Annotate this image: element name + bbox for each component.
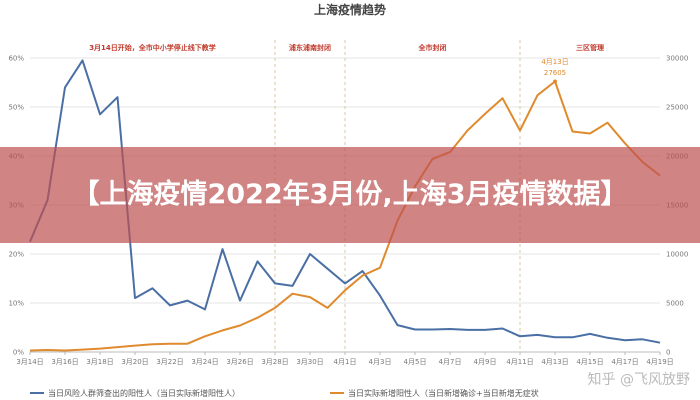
- x-tick-label: 3月20日: [121, 358, 148, 366]
- legend-label-1: 当日风险人群筛查出的阳性人（当日实际新增阳性人）: [48, 388, 240, 398]
- phase-label: 全市封闭: [418, 43, 447, 52]
- y-left-tick-label: 0%: [13, 349, 24, 357]
- y-right-tick-label: 10000: [666, 251, 688, 259]
- y-left-tick-label: 20%: [8, 251, 24, 259]
- series-line-1: [29, 59, 661, 344]
- annotation-label: 27605: [544, 69, 566, 77]
- x-tick-label: 4月9日: [474, 358, 497, 366]
- x-tick-label: 4月11日: [506, 358, 533, 366]
- x-tick-label: 4月3日: [369, 358, 392, 366]
- banner-title: 【上海疫情2022年3月份,上海3月疫情数据】: [72, 179, 628, 210]
- y-right-tick-label: 30000: [666, 55, 688, 63]
- y-right-tick-label: 25000: [666, 104, 688, 112]
- annotation-point: [553, 79, 557, 84]
- y-right-tick-label: 5000: [666, 300, 684, 308]
- y-left-tick-label: 60%: [8, 55, 24, 63]
- x-tick-label: 4月19日: [646, 358, 673, 366]
- x-tick-label: 4月5日: [404, 358, 427, 366]
- legend-label-2: 当日实际新增阳性人（当日新增确诊+当日新增无症状: [348, 388, 539, 398]
- x-tick-label: 3月28日: [261, 358, 288, 366]
- x-tick-label: 4月13日: [541, 358, 568, 366]
- annotation-label: 4月13日: [541, 58, 568, 66]
- watermark: 知乎 @飞风放野: [588, 371, 690, 388]
- phase-label: 3月14日开始，全市中小学停止线下教学: [89, 43, 216, 52]
- annotations: 4月13日 27605: [541, 58, 569, 84]
- x-tick-label: 3月16日: [51, 358, 78, 366]
- y-left-tick-label: 10%: [8, 300, 24, 308]
- x-tick-label: 4月1日: [334, 358, 357, 366]
- x-tick-label: 3月30日: [296, 358, 323, 366]
- y-left-tick-label: 50%: [8, 104, 24, 112]
- x-tick-label: 4月7日: [439, 358, 462, 366]
- chart-title: 上海疫情趋势: [314, 2, 386, 17]
- legend: 当日风险人群筛查出的阳性人（当日实际新增阳性人） 当日实际新增阳性人（当日新增确诊…: [30, 388, 539, 398]
- phase-label: 三区管理: [576, 43, 604, 52]
- x-tick-label: 3月24日: [191, 358, 218, 366]
- title-banner: 【上海疫情2022年3月份,上海3月疫情数据】: [0, 147, 700, 243]
- x-tick-label: 4月15日: [576, 358, 603, 366]
- phase-label: 浦东浦南封闭: [289, 43, 331, 52]
- x-tick-label: 3月14日: [16, 358, 43, 366]
- x-tick-label: 4月17日: [611, 358, 638, 366]
- x-tick-label: 3月26日: [226, 358, 253, 366]
- x-tick-label: 3月22日: [156, 358, 183, 366]
- y-right-tick-label: 0: [666, 349, 670, 357]
- x-tick-label: 3月18日: [86, 358, 113, 366]
